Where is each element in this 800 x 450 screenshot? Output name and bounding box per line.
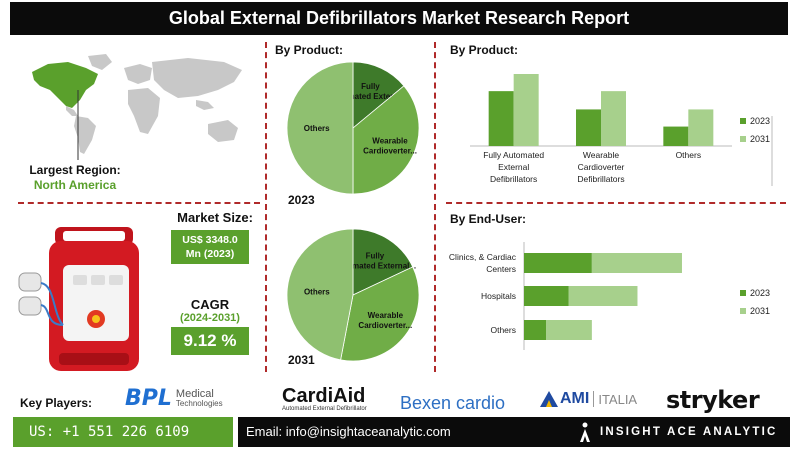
pie-2023-slice-0 [352,61,405,129]
logo-ami-italia: AMI ITALIA [540,390,637,408]
market-size-value: US$ 3348.0 [182,234,238,246]
product-bar-2023-2 [663,126,689,146]
product-category-label-0: Fully Automated External Defibrillators [483,150,544,184]
largest-region-value: North America [33,178,117,192]
enduser-legend-label-2023: 2023 [750,288,770,298]
cagr-label: CAGR [190,297,230,312]
market-size-year: Mn (2023) [185,248,235,260]
divider-right-horizontal [446,202,786,204]
pie-2031-slice-2 [286,228,354,361]
enduser-bar-2023-0 [524,253,592,273]
product-bar-2031-2 [688,109,714,146]
phone-contact: US: +1 551 226 6109 [13,417,233,447]
enduser-bar-2023-1 [524,286,569,306]
market-size-badge: US$ 3348.0 Mn (2023) [171,230,249,264]
world-map-image [32,54,242,160]
pie-chart-2023: Fully Automated External... Wearable Cardio… [286,61,420,195]
defibrillator-image [18,227,139,371]
product-bar-chart: Fully Automated External Defibrillators Wea… [470,74,773,186]
pie-2031-year-label: 2031 [288,353,315,367]
enduser-legend-swatch-2023 [740,290,746,296]
footer-bar: Email: info@insightaceanalytic.com INSIG… [238,417,790,447]
product-legend-swatch-2031 [740,136,746,142]
pie-2031-slice-0 [352,228,414,296]
map-south-america [74,116,96,154]
pie-section-title: By Product: [275,43,344,57]
product-legend-swatch-2023 [740,118,746,124]
map-europe [124,64,152,84]
map-asia [152,58,242,98]
enduser-bar-2031-0 [591,253,682,273]
pie-chart-2031: Fully Automated External... Wearable Cardio… [286,228,420,362]
enduser-bar-2023-2 [524,320,547,340]
enduser-bar-2031-2 [546,320,592,340]
map-africa [128,88,160,134]
enduser-category-label-2: Others [490,325,516,335]
brand-lockup: INSIGHT ACE ANALYTIC [578,417,778,447]
cagr-value: 9.12 % [171,327,249,355]
logo-bpl-medical: BPL Medical Technologies [125,386,223,411]
enduser-category-label-1: Hospitals [481,291,516,301]
product-bar-2031-0 [513,74,539,146]
product-legend-label-2023: 2023 [750,116,770,126]
map-australia [208,120,238,142]
product-bar-2031-1 [601,91,626,146]
ami-mark-icon [540,391,558,407]
brand-name: INSIGHT ACE ANALYTIC [600,426,778,438]
enduser-bar-2031-1 [568,286,638,306]
key-players-label: Key Players: [20,396,93,410]
product-legend-label-2031: 2031 [750,134,770,144]
pie-2023-year-label: 2023 [288,193,315,207]
enduser-legend-label-2031: 2031 [750,306,770,316]
logo-cardiaid: CardiAid Automated External Defibrillato… [282,385,367,412]
enduser-bar-chart: Clinics, & Cardiac Centers Hospitals Others… [449,242,770,350]
pie-2031-slice-1 [340,266,420,362]
cagr-period: (2024-2031) [180,312,240,324]
market-size-label: Market Size: [177,210,253,225]
pie-2023-slice-label-1: Wearable Cardioverter... [363,136,417,155]
pie-2031-slice-label-1: Wearable Cardioverter... [358,311,412,330]
pie-2031-slice-label-0: Fully Automated External... [334,251,416,270]
divider-left-horizontal [18,202,260,204]
divider-right [434,42,436,372]
pie-2023-slice-label-2: Others [304,124,330,133]
largest-region-label: Largest Region: [29,163,121,177]
product-category-label-2: Others [676,150,702,160]
divider-left [265,42,267,372]
map-greenland [88,54,112,70]
product-bar-2023-1 [576,109,601,146]
email-contact: Email: info@insightaceanalytic.com [246,424,451,439]
pie-2023-slice-1 [352,85,420,195]
pie-2031-slice-label-2: Others [304,288,330,297]
enduser-legend-swatch-2031 [740,308,746,314]
logo-bexen-cardio: Bexen cardio [400,393,506,413]
product-category-label-1: Wearable Cardioverter Defibrillators [577,150,624,184]
logo-stryker: stryker [666,386,760,414]
map-north-america [32,62,98,108]
enduser-category-label-0: Clinics, & Cardiac Centers [449,252,517,274]
product-bar-2023-0 [488,91,514,146]
map-central-america [66,106,78,116]
enduser-chart-title: By End-User: [450,212,527,226]
map-southeast-asia [196,100,214,110]
page-title: Global External Defibrillators Market Re… [10,2,788,35]
pie-2023-slice-label-0: Fully Automated External... [329,82,411,101]
brand-logo-icon [580,422,590,442]
product-chart-title: By Product: [450,43,519,57]
pie-2023-slice-2 [286,61,354,195]
